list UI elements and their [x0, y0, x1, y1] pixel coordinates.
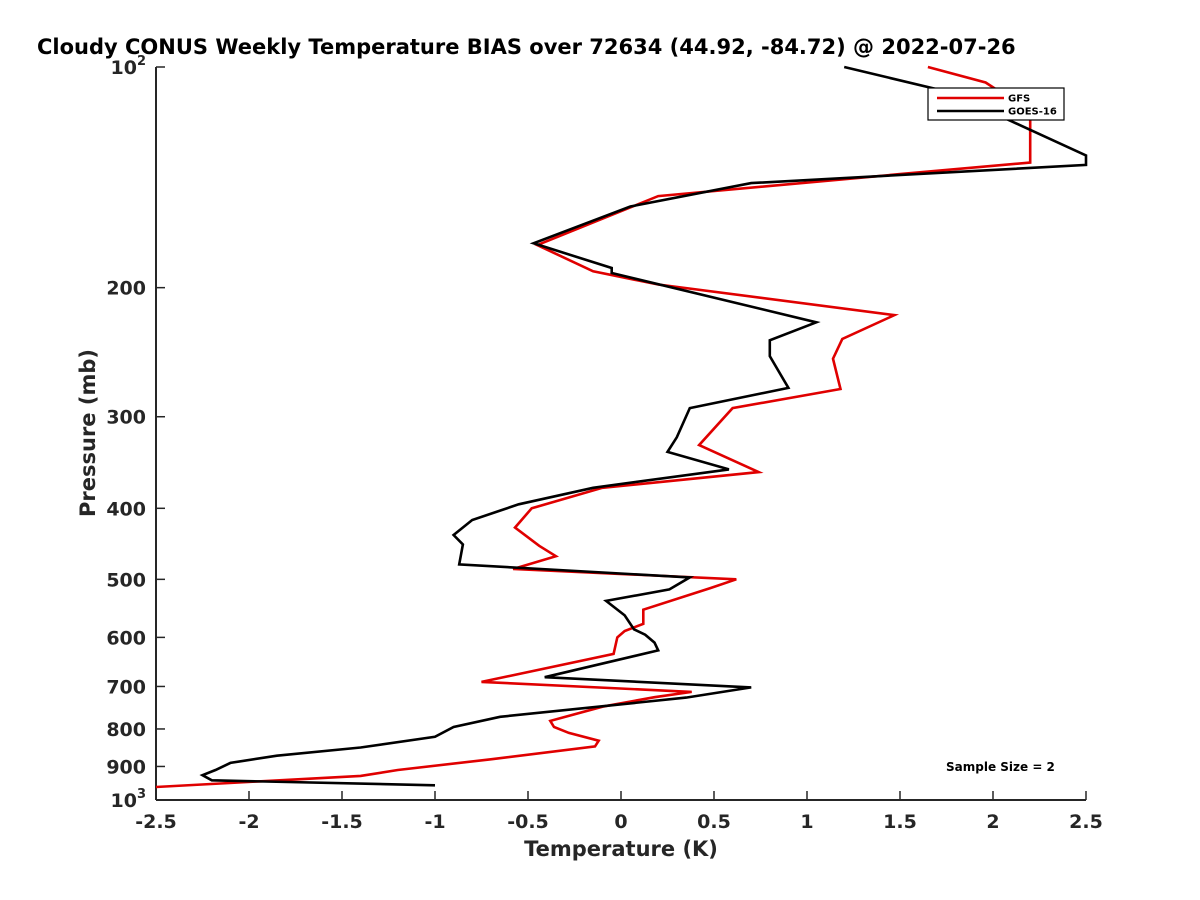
plot-area: [155, 67, 1086, 801]
legend-box: [927, 87, 1065, 121]
x-tick-label: 1.5: [883, 811, 917, 833]
x-tick-label: 0: [614, 811, 627, 833]
x-tick-label: -1: [424, 811, 445, 833]
y-tick-label: 800: [106, 719, 146, 741]
y-tick-label: 600: [106, 627, 146, 649]
legend-label-goes16: GOES-16: [1008, 107, 1057, 118]
x-tick-label: 0.5: [697, 811, 731, 833]
y-tick-label: 900: [106, 756, 146, 778]
sample-size-annotation: Sample Size = 2: [946, 760, 1055, 774]
y-axis-label: Pressure (mb): [76, 349, 100, 517]
x-tick-label: -1.5: [321, 811, 363, 833]
x-tick-label: 1: [800, 811, 813, 833]
series-layer: [155, 65, 1088, 789]
y-tick-label: 400: [106, 498, 146, 520]
y-tick-group: 102 200 300 400 500 600 700 800 900 103: [106, 54, 165, 812]
x-tick-label: -2.5: [135, 811, 177, 833]
y-tick-label: 700: [106, 676, 146, 698]
y-tick-label: 102: [111, 54, 147, 79]
x-tick-group: -2.5 -2 -1.5 -1 -0.5 0 0.5 1 1.5 2 2.5: [135, 791, 1103, 833]
x-tick-label: 2.5: [1069, 811, 1103, 833]
legend: GFS GOES-16: [927, 87, 1065, 121]
series-line-goes16: [199, 65, 1088, 787]
y-tick-label: 200: [106, 278, 146, 300]
y-tick-label: 300: [106, 407, 146, 429]
legend-label-gfs: GFS: [1008, 94, 1030, 105]
x-tick-label: -2: [238, 811, 259, 833]
chart-title: Cloudy CONUS Weekly Temperature BIAS ove…: [37, 35, 1016, 59]
y-tick-label: 500: [106, 569, 146, 591]
y-tick-label: 103: [111, 787, 147, 812]
series-line-gfs: [155, 65, 1032, 789]
x-tick-label: -0.5: [507, 811, 549, 833]
x-axis-label: Temperature (K): [524, 837, 718, 861]
x-tick-label: 2: [986, 811, 999, 833]
